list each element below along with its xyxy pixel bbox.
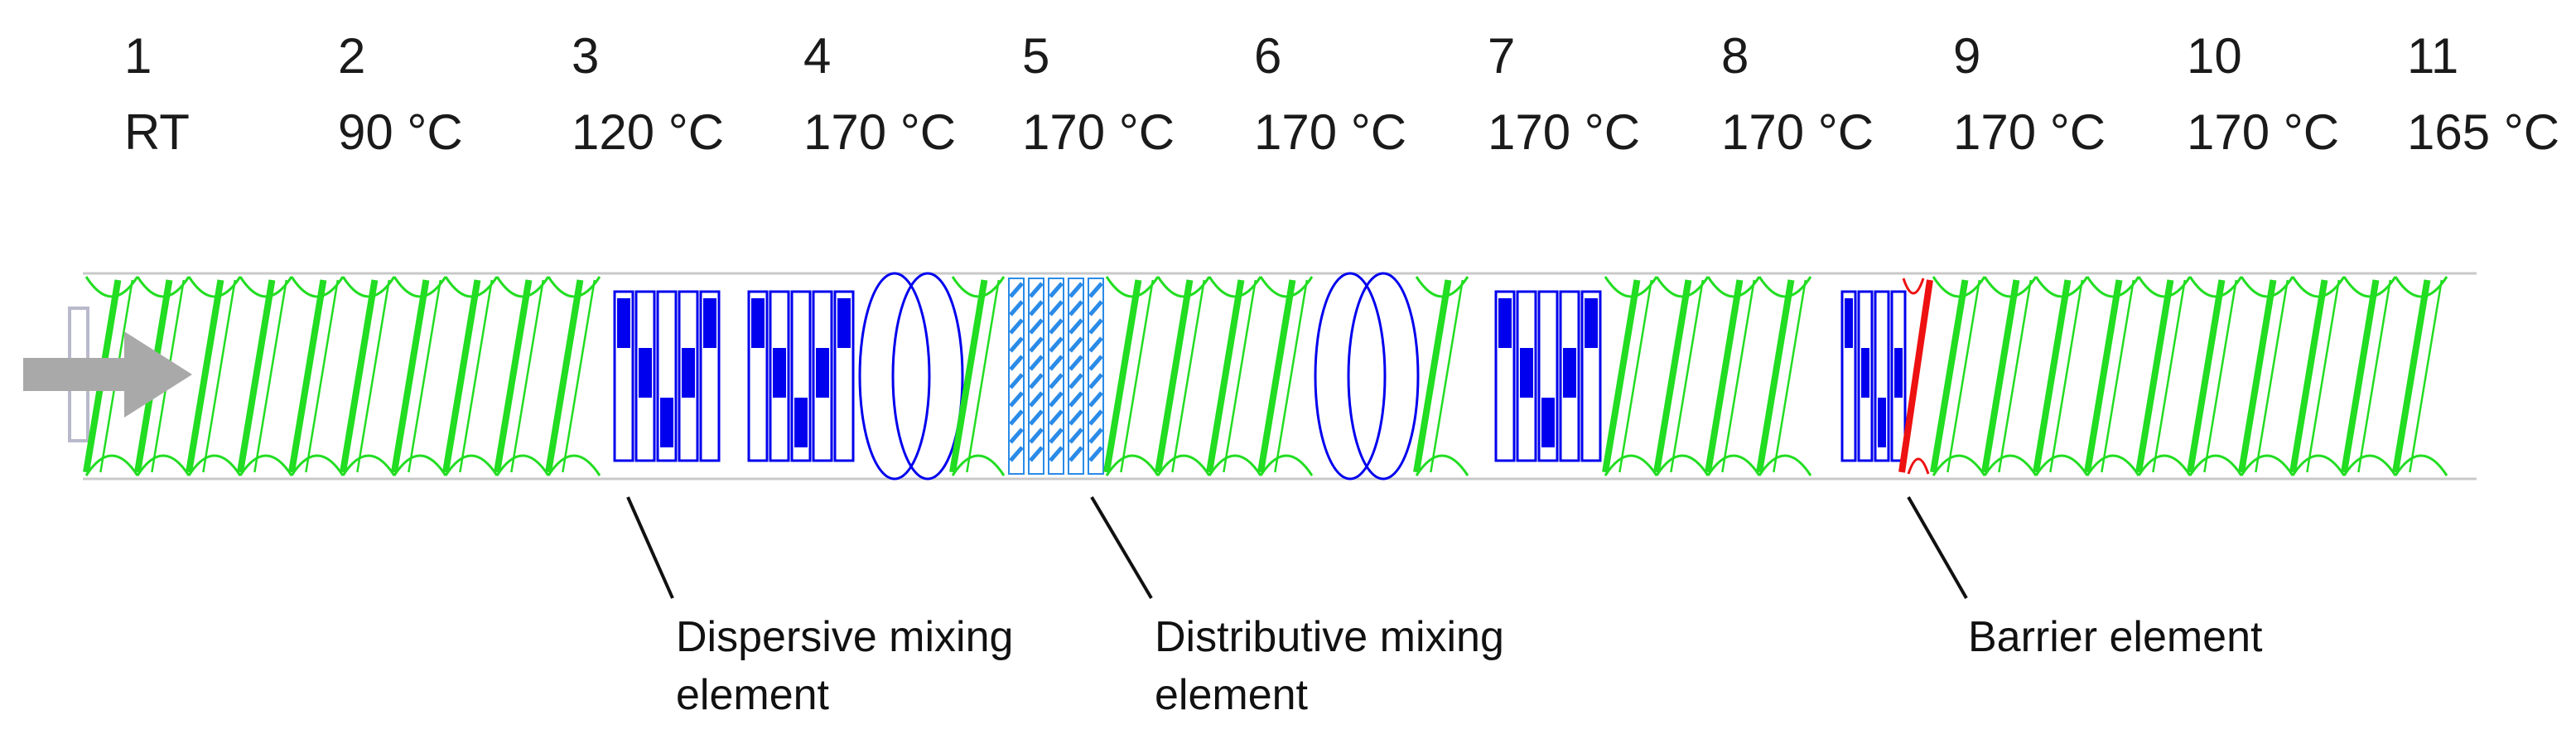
kneading-disc-pair-2 — [1314, 272, 1420, 481]
conveying-section-5 — [1103, 276, 1314, 476]
zone-temperature: 165 °C — [2407, 104, 2560, 160]
zone-2: 2 90 °C — [338, 18, 463, 171]
zone-number: 10 — [2187, 28, 2242, 84]
zone-temperature: 170 °C — [1488, 104, 1641, 160]
distributive-mixing-element — [1008, 278, 1104, 475]
zone-number: 6 — [1254, 28, 1282, 84]
zone-number: 11 — [2407, 28, 2459, 84]
kneading-disc-pair-1 — [858, 272, 964, 481]
zone-number: 7 — [1488, 28, 1516, 84]
zone-number: 9 — [1953, 28, 1981, 84]
screw-flights — [83, 272, 2448, 481]
callout-line: element — [676, 671, 829, 719]
zone-8: 8 170 °C — [1721, 18, 1874, 171]
zone-9: 9 170 °C — [1953, 18, 2106, 171]
distributive-leader-line — [1090, 495, 1153, 600]
zone-4: 4 170 °C — [803, 18, 956, 171]
zone-1: 1 RT — [124, 18, 190, 171]
zone-number: 4 — [803, 28, 832, 84]
conveying-section-7 — [1602, 276, 1812, 476]
zone-temperature: RT — [124, 104, 190, 160]
zone-number: 8 — [1721, 28, 1749, 84]
zone-temperature: 170 °C — [2187, 104, 2340, 160]
distributive-mixing-callout: Distributive mixing element — [1155, 608, 1504, 724]
callout-line: Distributive mixing — [1155, 613, 1504, 661]
dispersive-mixing-callout: Dispersive mixing element — [676, 608, 1013, 724]
zone-7: 7 170 °C — [1488, 18, 1640, 171]
zone-5: 5 170 °C — [1022, 18, 1175, 171]
conveying-section-4 — [949, 276, 1006, 476]
barrier-element-callout: Barrier element — [1968, 608, 2262, 666]
callout-line: Barrier element — [1968, 613, 2263, 661]
dispersive-leader-line — [626, 496, 674, 599]
right-arrow-icon — [23, 331, 192, 418]
dispersive-kneading-block-1 — [613, 290, 721, 462]
zone-10: 10 170 °C — [2187, 18, 2339, 171]
zone-temperature: 170 °C — [1254, 104, 1407, 160]
zone-3: 3 120 °C — [572, 18, 724, 171]
barrier-element — [1898, 278, 1933, 475]
conveying-section-8 — [1930, 276, 2448, 476]
barrier-leader-line — [1907, 496, 1968, 599]
conveying-section-6 — [1413, 276, 1469, 476]
zone-6: 6 170 °C — [1254, 18, 1406, 171]
zone-number: 3 — [572, 28, 600, 84]
zone-number: 1 — [124, 28, 152, 84]
conveying-section-1 — [83, 276, 601, 476]
dispersive-kneading-block-3 — [1494, 290, 1602, 462]
callout-line: Dispersive mixing — [676, 613, 1014, 661]
zone-temperature: 170 °C — [1721, 104, 1874, 160]
zone-temperature: 170 °C — [1022, 104, 1175, 160]
zone-number: 2 — [338, 28, 366, 84]
zone-temperature: 90 °C — [338, 104, 463, 160]
zone-temperature: 120 °C — [572, 104, 725, 160]
zone-number: 5 — [1022, 28, 1050, 84]
dispersive-kneading-block-4 — [1840, 290, 1907, 462]
zone-temperature: 170 °C — [1953, 104, 2106, 160]
dispersive-kneading-block-2 — [747, 290, 855, 462]
zone-temperature: 170 °C — [803, 104, 957, 160]
zone-11: 11 165 °C — [2407, 18, 2559, 171]
callout-line: element — [1155, 671, 1308, 719]
